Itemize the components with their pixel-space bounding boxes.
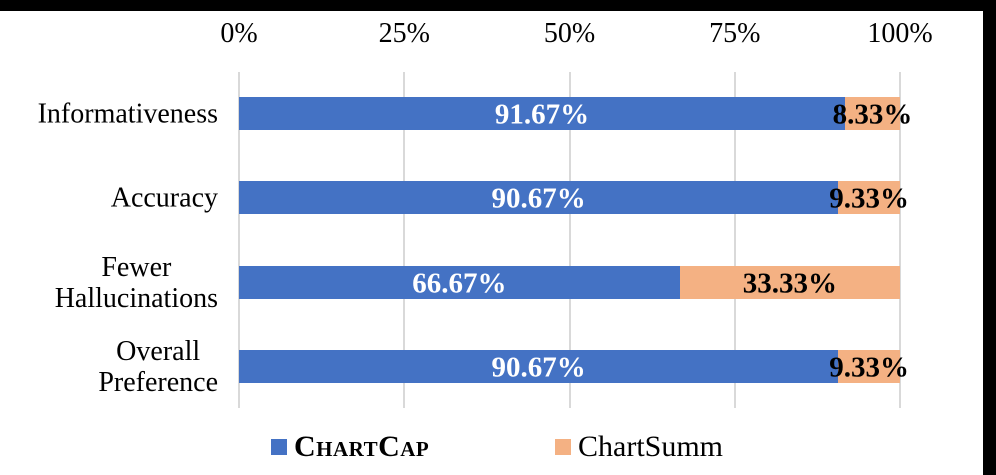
- bar-value-label: 90.67%: [491, 182, 586, 215]
- category-label: Informativeness: [37, 98, 218, 130]
- legend-item-chartsumm: ChartSumm: [555, 430, 723, 464]
- right-border-bar: [983, 0, 996, 475]
- bar-value-label: 9.33%: [829, 182, 910, 215]
- bar-segment-chartsumm: [838, 181, 900, 214]
- bar-value-label: 66.67%: [412, 267, 507, 300]
- bar-segment-chartcap: [239, 266, 680, 299]
- bar-segment-chartsumm: [679, 266, 900, 299]
- x-axis-tick-label: 75%: [709, 18, 761, 49]
- legend-item-chartcap: ChartCap: [271, 430, 429, 464]
- gridline-100%: [899, 72, 901, 408]
- gridline-25%: [403, 72, 406, 408]
- category-label: Fewer Hallucinations: [54, 252, 218, 314]
- legend-swatch-icon: [555, 439, 571, 455]
- bar-segment-chartsumm: [844, 97, 900, 130]
- bar-value-label: 33.33%: [742, 267, 837, 300]
- gridline-50%: [568, 72, 571, 408]
- gridline-0%: [238, 72, 240, 408]
- x-axis-tick-label: 25%: [378, 18, 430, 49]
- legend-swatch-icon: [271, 439, 287, 455]
- bar-value-label: 8.33%: [832, 98, 913, 131]
- legend-label: ChartCap: [294, 430, 430, 463]
- category-label: Overall Preference: [98, 336, 218, 398]
- bar-value-label: 9.33%: [829, 351, 910, 384]
- bar-segment-chartcap: [239, 350, 839, 383]
- gridline-75%: [733, 72, 736, 408]
- bar-segment-chartsumm: [838, 350, 900, 383]
- x-axis-tick-label: 100%: [867, 18, 933, 49]
- bar-segment-chartcap: [239, 181, 839, 214]
- category-label: Accuracy: [110, 182, 218, 214]
- x-axis-tick-label: 50%: [543, 18, 596, 49]
- top-border-bar: [0, 0, 996, 11]
- x-axis-tick-label: 0%: [220, 18, 258, 49]
- bar-value-label: 91.67%: [494, 98, 590, 131]
- bar-segment-chartcap: [239, 97, 845, 130]
- bar-value-label: 90.67%: [491, 351, 586, 384]
- legend-label: ChartSumm: [578, 430, 724, 463]
